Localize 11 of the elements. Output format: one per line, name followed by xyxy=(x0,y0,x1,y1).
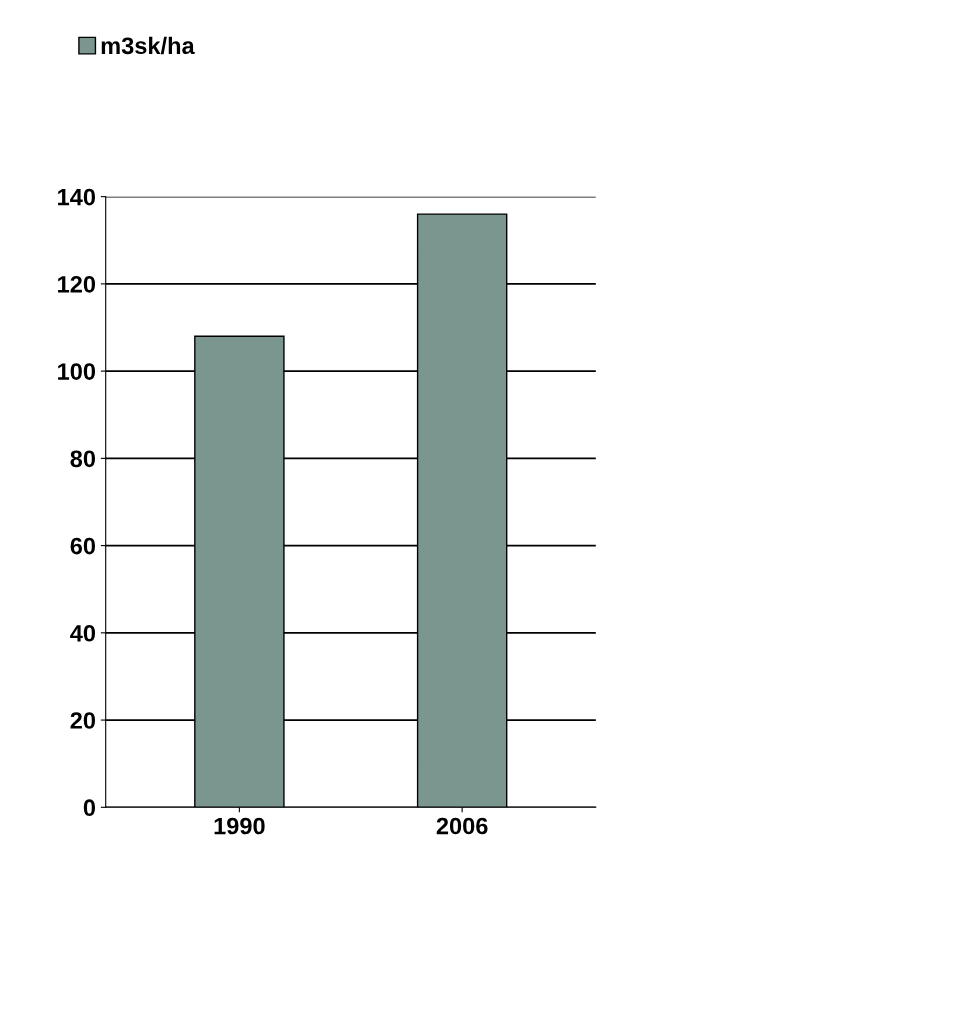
x-tick-label: 2006 xyxy=(436,817,488,835)
y-tick-label: 0 xyxy=(83,799,96,817)
y-tick-label: 80 xyxy=(70,450,96,468)
y-tick-label: 100 xyxy=(58,363,96,380)
y-tick-label: 140 xyxy=(58,188,96,206)
y-tick-label: 40 xyxy=(70,624,96,642)
y-tick-label: 20 xyxy=(70,712,96,729)
y-tick-label: 120 xyxy=(58,275,96,293)
x-tick-label: 1990 xyxy=(214,817,265,835)
y-tick-label: 60 xyxy=(70,537,96,555)
legend-label: m3sk/ha xyxy=(101,36,195,55)
